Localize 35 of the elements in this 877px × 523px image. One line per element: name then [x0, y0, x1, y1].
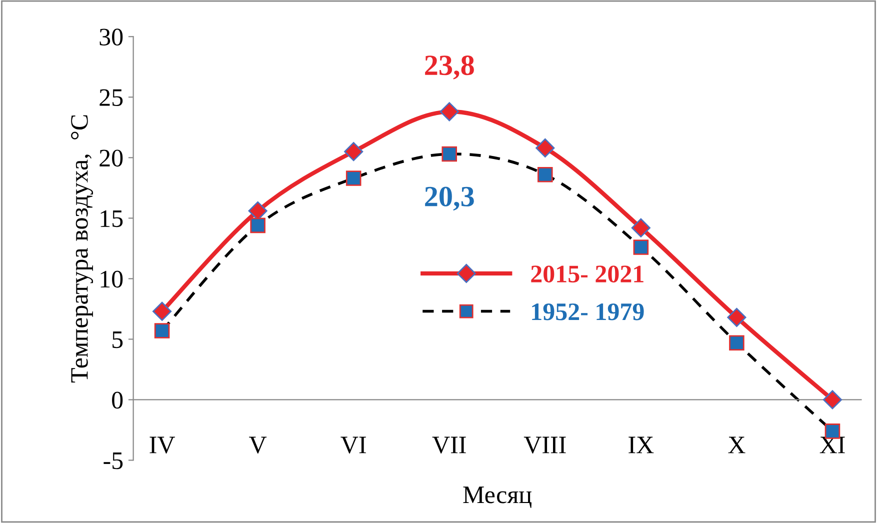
legend-label: 1952- 1979 — [532, 303, 644, 320]
x-tick-label: VIII — [524, 436, 566, 454]
y-tick-label: 20 — [100, 150, 123, 167]
point — [152, 302, 172, 321]
x-tick-label: X — [728, 436, 746, 454]
x-tick-label: IV — [150, 436, 175, 454]
point — [536, 138, 555, 158]
point — [822, 390, 842, 410]
point — [154, 323, 170, 338]
annotation: 20,3 — [425, 186, 474, 211]
x-tick-label: VI — [340, 436, 366, 454]
y-tick-label: 10 — [100, 270, 123, 288]
annotation: 23,8 — [425, 55, 474, 80]
y-tick-label: 5 — [112, 332, 123, 348]
x-tick-label: VII — [432, 436, 466, 454]
x-tick-label: V — [249, 436, 267, 454]
y-tick-label: 15 — [100, 210, 123, 228]
point — [440, 102, 459, 122]
point — [344, 142, 364, 162]
y-tick-label: 25 — [100, 89, 123, 106]
y-tick-label: -5 — [104, 452, 123, 470]
point — [727, 308, 746, 327]
x-axis-title: Месяц — [463, 486, 532, 508]
point — [250, 218, 266, 234]
point — [538, 166, 553, 182]
x-tick-label: IX — [628, 436, 654, 454]
point — [442, 146, 458, 162]
point — [633, 240, 649, 255]
legend-label: 2015- 2021 — [531, 266, 644, 282]
y-tick-label: 0 — [112, 392, 123, 409]
y-tick-label: 30 — [100, 28, 123, 46]
point — [346, 170, 362, 186]
point — [631, 218, 650, 238]
y-axis-title: Температура воздуха, °C — [71, 115, 94, 383]
point — [729, 335, 744, 350]
